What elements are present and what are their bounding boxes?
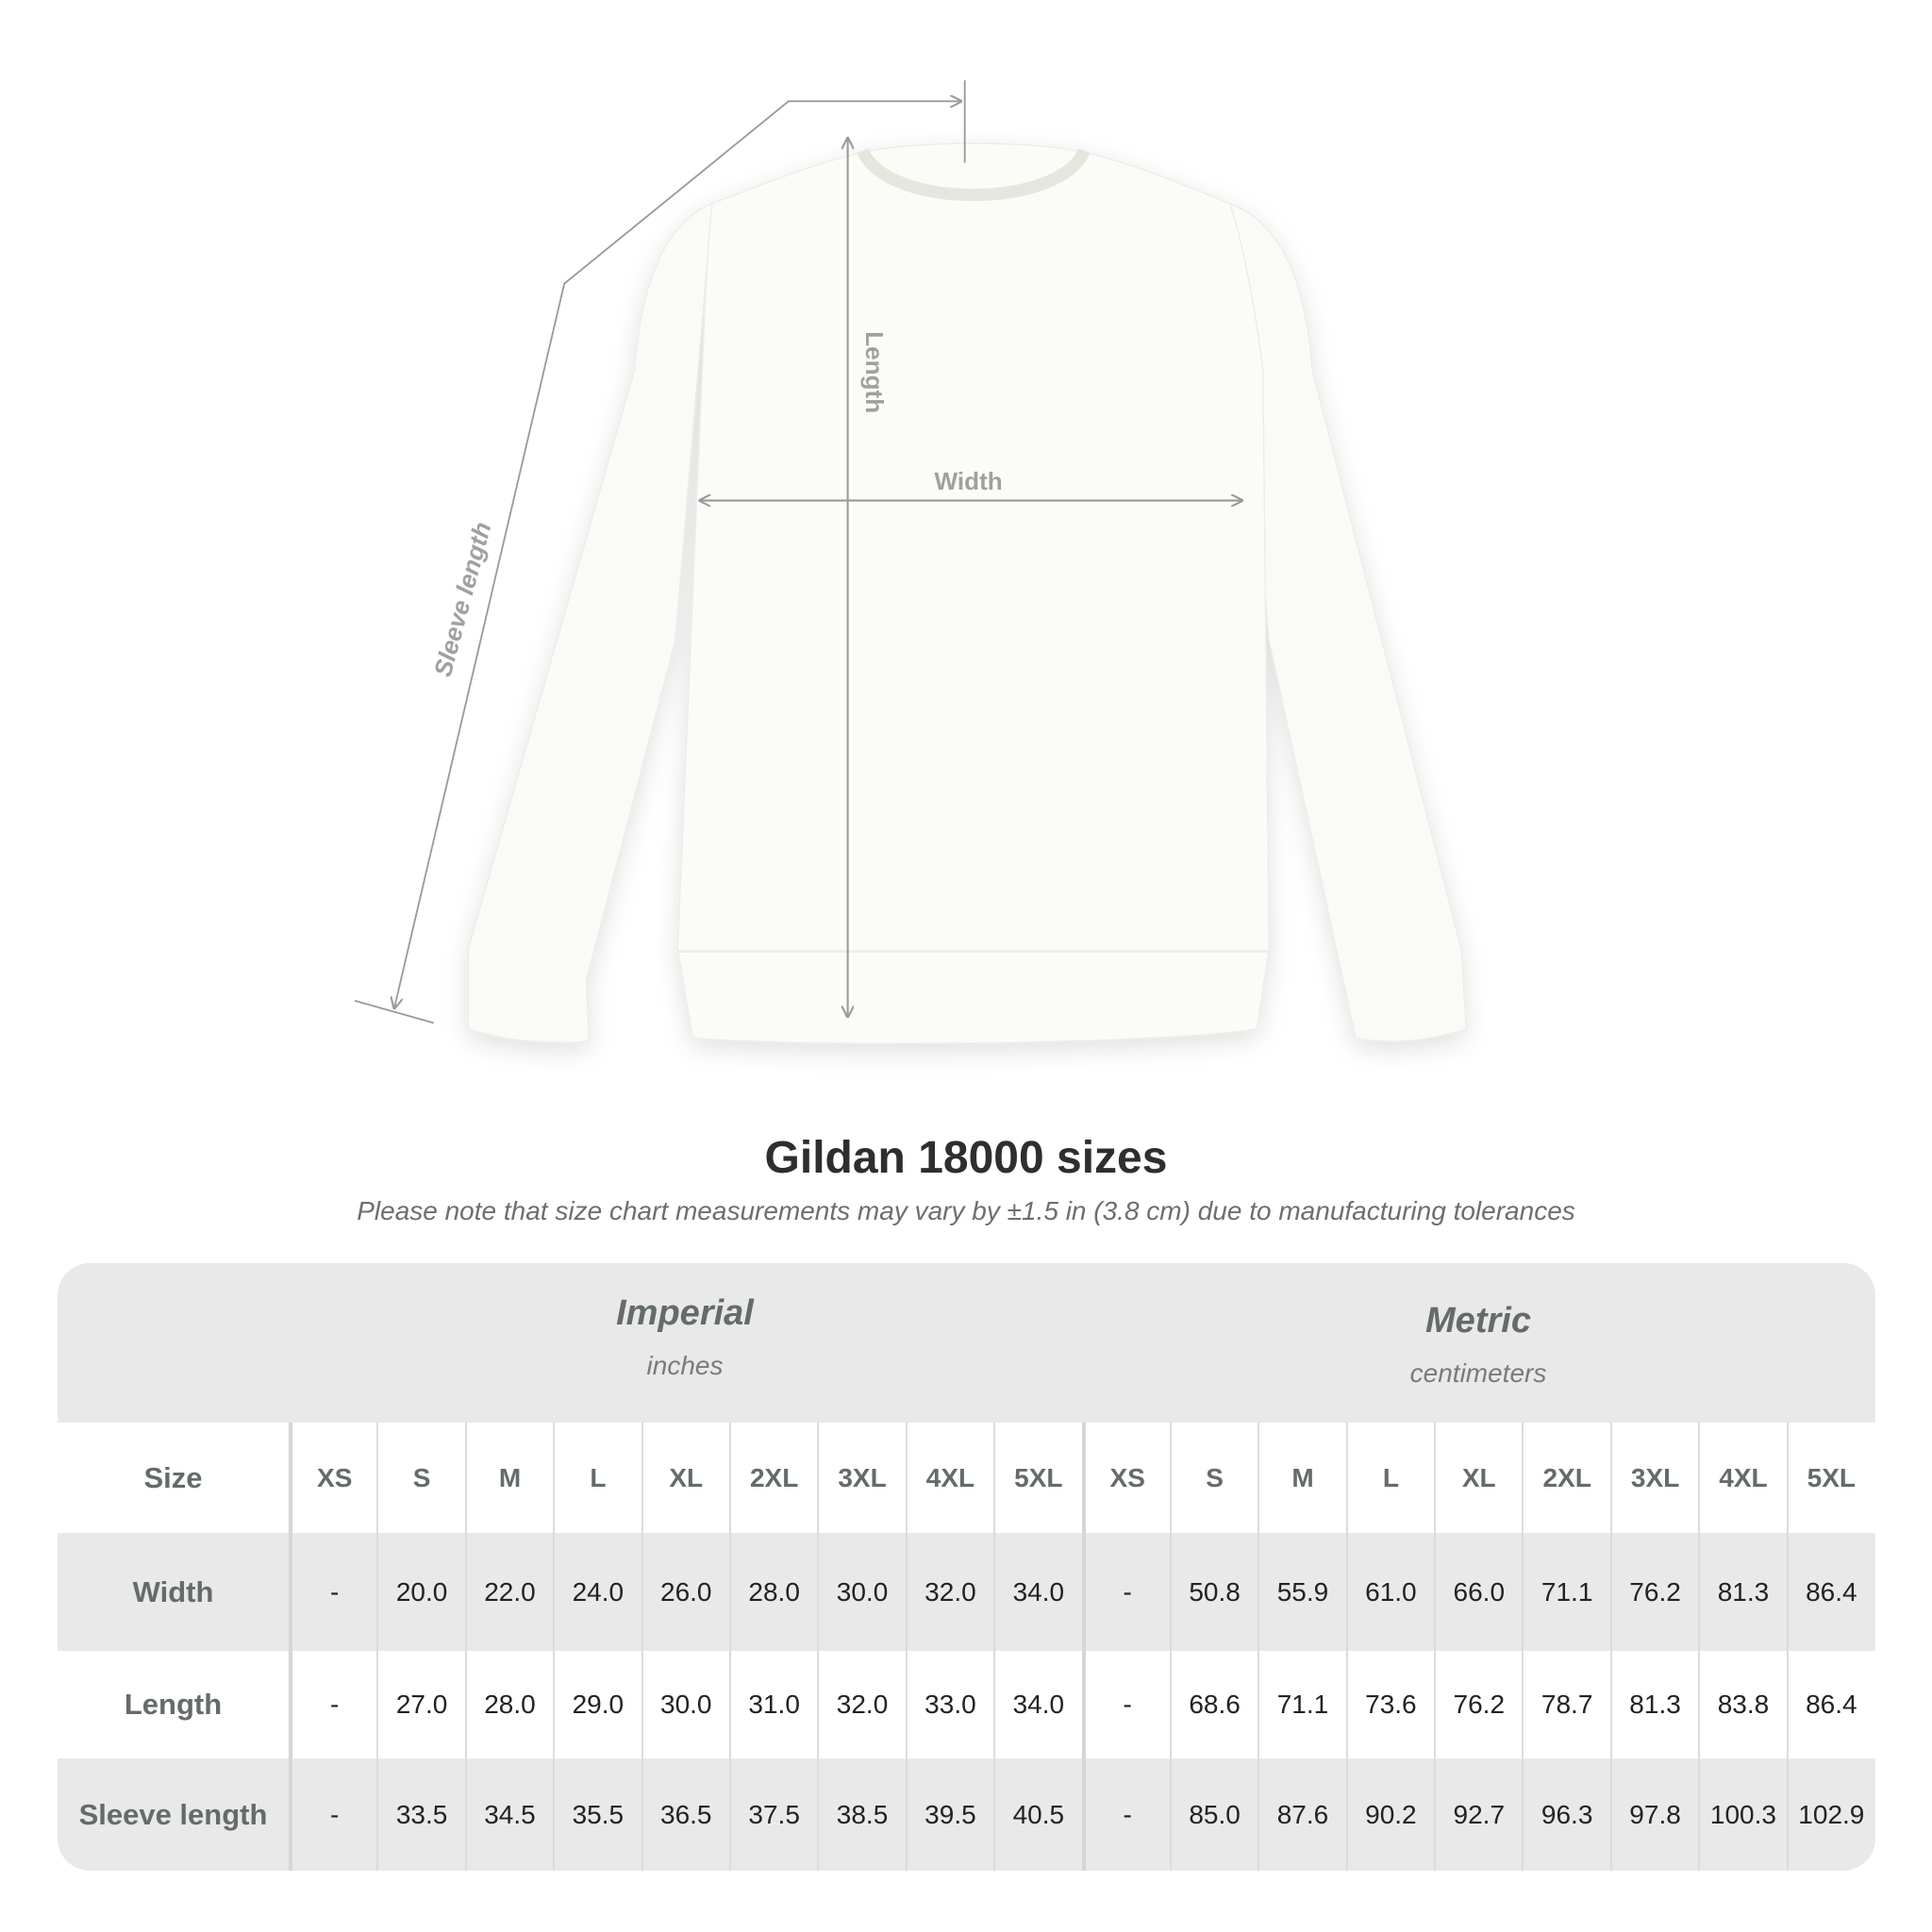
table-cell: 34.5 (464, 1758, 553, 1871)
table-cell: - (1081, 1651, 1170, 1758)
table-cell: 85.0 (1169, 1758, 1257, 1871)
table-cell: - (289, 1533, 376, 1651)
row-label: Sleeve length (78, 1797, 268, 1831)
table-cell: 68.6 (1169, 1651, 1257, 1758)
table-cell: 71.1 (1257, 1651, 1345, 1758)
table-cell: 78.7 (1522, 1651, 1609, 1758)
table-cell: 87.6 (1257, 1758, 1345, 1871)
table-cell: 35.5 (553, 1758, 641, 1871)
table-cell: 73.6 (1345, 1651, 1434, 1758)
table-cell: 32.0 (905, 1533, 993, 1651)
table-cell: 39.5 (905, 1758, 993, 1871)
table-row: Sleeve length -33.5 34.5 35.5 36.5 37.5 38.5 39… (58, 1758, 1875, 1871)
size-header: 3XL (817, 1423, 905, 1533)
table-cell: 76.2 (1609, 1533, 1698, 1651)
size-header: 5XL (993, 1423, 1081, 1533)
size-header: 2XL (1522, 1423, 1609, 1533)
size-row: Size XS S M L XL 2XL 3XL 4XL 5XL XS S M L XL 2XL 3XL 4XL… (58, 1423, 1875, 1533)
size-header: 3XL (1609, 1423, 1698, 1533)
size-header: XL (641, 1423, 729, 1533)
table-cell: 76.2 (1434, 1651, 1522, 1758)
size-header: XS (289, 1423, 376, 1533)
imperial-header: Imperial inches (289, 1263, 1081, 1453)
table-cell: 22.0 (464, 1533, 553, 1651)
size-header: XL (1434, 1423, 1522, 1533)
sweatshirt-diagram: Length Width Sleeve length (354, 80, 1467, 1044)
table-cell: 61.0 (1345, 1533, 1434, 1651)
size-header: M (464, 1423, 553, 1533)
size-header: XS (1081, 1423, 1170, 1533)
table-cell: 28.0 (464, 1651, 553, 1758)
sweatshirt-body (676, 142, 1270, 1044)
table-cell: 27.0 (376, 1651, 464, 1758)
table-cell: 96.3 (1522, 1758, 1609, 1871)
size-chart-title: Gildan 18000 sizes (764, 1133, 1168, 1183)
table-cell: 24.0 (553, 1533, 641, 1651)
table-cell: 38.5 (817, 1758, 905, 1871)
table-cell: 102.9 (1786, 1758, 1874, 1871)
table-cell: 29.0 (553, 1651, 641, 1758)
table-cell: 26.0 (641, 1533, 729, 1651)
table-cell: 55.9 (1257, 1533, 1345, 1651)
sweatshirt-image (467, 142, 1467, 1044)
length-label: Length (860, 331, 889, 413)
metric-header: Metric centimeters (1081, 1263, 1875, 1460)
table-cell: 66.0 (1434, 1533, 1522, 1651)
table-cell: - (1081, 1533, 1170, 1651)
table-cell: 33.5 (376, 1758, 464, 1871)
tolerance-note: Please note that size chart measurements… (357, 1196, 1575, 1225)
table-row: Width -20.0 22.0 24.0 26.0 28.0 30.0 32.0 34.0-5… (58, 1533, 1875, 1651)
table-cell: - (289, 1651, 376, 1758)
table-cell: 100.3 (1698, 1758, 1786, 1871)
size-header: M (1257, 1423, 1345, 1533)
right-sleeve (1228, 202, 1467, 1042)
metric-unit: centimeters (1409, 1358, 1547, 1388)
size-header: 4XL (1698, 1423, 1786, 1533)
table-cell: 40.5 (993, 1758, 1081, 1871)
table-cell: 92.7 (1434, 1758, 1522, 1871)
size-table: Imperial inches Metric centimeters Size … (58, 1263, 1875, 1871)
size-header: S (1169, 1423, 1257, 1533)
table-row: Length -27.0 28.0 29.0 30.0 31.0 32.0 33.0 34.0-… (58, 1651, 1875, 1758)
table-cell: 32.0 (817, 1651, 905, 1758)
table-cell: 33.0 (905, 1651, 993, 1758)
table-cell: 31.0 (728, 1651, 817, 1758)
size-header: S (376, 1423, 464, 1533)
sleeve-length-label: Sleeve length (428, 519, 497, 679)
left-sleeve (467, 202, 713, 1044)
table-cell: 20.0 (376, 1533, 464, 1651)
table-cell: 34.0 (993, 1651, 1081, 1758)
row-label: Width (132, 1574, 214, 1608)
sleeve-length-measure (354, 80, 966, 1024)
table-cell: 71.1 (1522, 1533, 1609, 1651)
size-header: 4XL (905, 1423, 993, 1533)
size-header: L (1345, 1423, 1434, 1533)
table-cell: 30.0 (641, 1651, 729, 1758)
imperial-title: Imperial (616, 1293, 754, 1333)
size-label: Size (143, 1460, 203, 1494)
table-cell: 97.8 (1609, 1758, 1698, 1871)
table-cell: - (1081, 1758, 1170, 1871)
metric-title: Metric (1425, 1301, 1531, 1341)
table-cell: 34.0 (993, 1533, 1081, 1651)
table-cell: 36.5 (641, 1758, 729, 1871)
table-cell: 81.3 (1609, 1651, 1698, 1758)
table-cell: 86.4 (1786, 1651, 1874, 1758)
table-cell: 30.0 (817, 1533, 905, 1651)
imperial-unit: inches (646, 1351, 724, 1380)
size-header: 5XL (1786, 1423, 1874, 1533)
row-label: Length (124, 1688, 223, 1721)
width-label: Width (934, 467, 1002, 495)
table-cell: 28.0 (728, 1533, 817, 1651)
table-cell: 37.5 (728, 1758, 817, 1871)
table-cell: 83.8 (1698, 1651, 1786, 1758)
size-header: 2XL (728, 1423, 817, 1533)
size-header: L (553, 1423, 641, 1533)
table-cell: 81.3 (1698, 1533, 1786, 1651)
table-cell: - (289, 1758, 376, 1871)
table-cell: 50.8 (1169, 1533, 1257, 1651)
table-cell: 86.4 (1786, 1533, 1874, 1651)
table-cell: 90.2 (1345, 1758, 1434, 1871)
